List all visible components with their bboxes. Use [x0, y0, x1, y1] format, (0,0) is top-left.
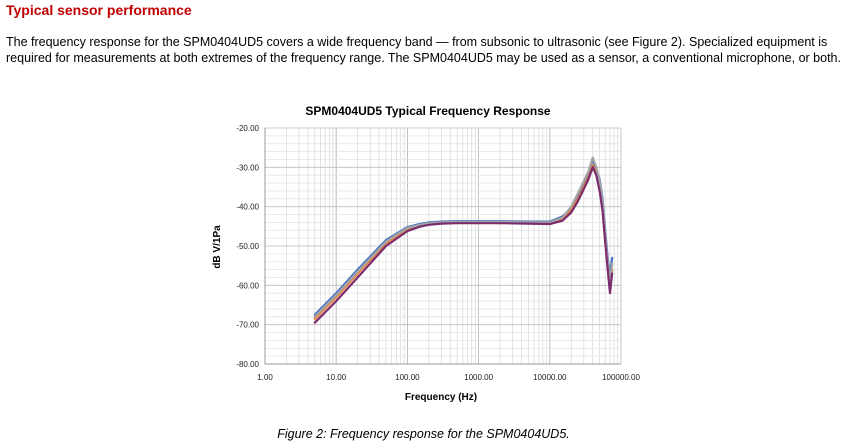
y-tick-label: -40.00 [236, 203, 259, 212]
chart-series [313, 156, 614, 324]
x-tick-labels: 1.00 10.00 100.00 1000.00 10000.00 100000.00 [257, 373, 640, 382]
x-tick-label: 1000.00 [464, 373, 493, 382]
chart-svg: SPM0404UD5 Typical Frequency Response 1.… [212, 104, 640, 403]
series-line [313, 164, 614, 320]
x-tick-label: 10000.00 [533, 373, 567, 382]
y-tick-label: -70.00 [236, 321, 259, 330]
x-tick-label: 1.00 [257, 373, 273, 382]
y-tick-label: -50.00 [236, 242, 259, 251]
y-tick-label: -20.00 [236, 124, 259, 133]
series-line [313, 166, 614, 324]
y-tick-label: -60.00 [236, 281, 259, 290]
frequency-response-chart: SPM0404UD5 Typical Frequency Response 1.… [200, 100, 650, 410]
series-line [313, 156, 614, 318]
x-tick-label: 100000.00 [602, 373, 640, 382]
y-tick-label: -80.00 [236, 360, 259, 369]
chart-title: SPM0404UD5 Typical Frequency Response [305, 104, 551, 118]
figure-caption: Figure 2: Frequency response for the SPM… [277, 427, 570, 441]
y-tick-labels: -20.00 -30.00 -40.00 -50.00 -60.00 -70.00 -80.… [236, 124, 259, 369]
chart-grid [264, 127, 622, 365]
section-paragraph: The frequency response for the SPM0404UD… [6, 35, 841, 65]
section-heading: Typical sensor performance [6, 2, 192, 18]
y-axis-label: dB V/1Pa [212, 225, 223, 269]
y-tick-label: -30.00 [236, 163, 259, 172]
x-axis-label: Frequency (Hz) [405, 392, 477, 403]
x-tick-label: 100.00 [395, 373, 420, 382]
x-tick-label: 10.00 [326, 373, 347, 382]
